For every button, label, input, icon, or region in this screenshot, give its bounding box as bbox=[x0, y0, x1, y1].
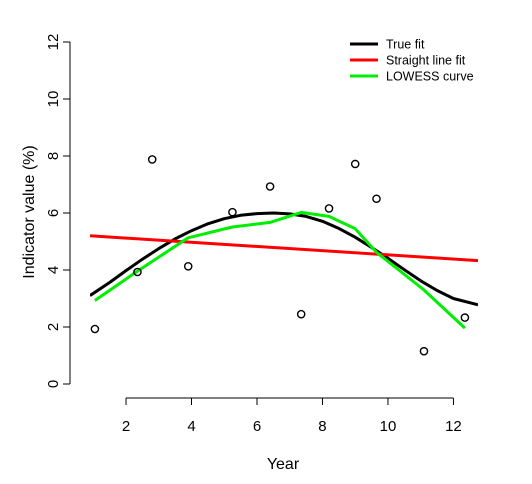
y-tick-label: 12 bbox=[45, 34, 62, 51]
series-line-straight-line-fit bbox=[90, 234, 478, 263]
y-axis-title: Indicator value (%) bbox=[21, 145, 38, 278]
y-tick-label: 10 bbox=[45, 91, 62, 108]
legend: True fit Straight line fit LOWESS curve bbox=[350, 38, 474, 84]
axes-layer: 0 2 4 6 8 10 12 2 4 6 8 10 12 bbox=[45, 34, 462, 435]
data-point bbox=[133, 267, 142, 277]
data-point bbox=[228, 207, 237, 217]
x-tick-label: 10 bbox=[380, 418, 397, 435]
legend-label: True fit bbox=[386, 38, 425, 52]
y-tick-label: 4 bbox=[45, 266, 62, 274]
data-point bbox=[265, 182, 275, 191]
data-point bbox=[183, 261, 193, 271]
series-layer bbox=[90, 210, 478, 330]
legend-label: Straight line fit bbox=[386, 54, 466, 68]
x-axis-title: Year bbox=[267, 456, 300, 473]
x-tick-label: 2 bbox=[122, 418, 130, 435]
x-tick-label: 4 bbox=[187, 418, 195, 435]
data-point bbox=[372, 194, 381, 204]
legend-label: LOWESS curve bbox=[386, 70, 474, 84]
data-point bbox=[350, 159, 360, 169]
series-line-lowess-curve bbox=[94, 210, 466, 330]
x-tick-label: 6 bbox=[253, 418, 261, 435]
y-tick-label: 8 bbox=[45, 152, 62, 160]
data-point bbox=[419, 346, 429, 356]
y-tick-label: 2 bbox=[45, 323, 62, 331]
points-layer bbox=[90, 155, 470, 356]
data-point bbox=[90, 324, 100, 334]
data-point bbox=[147, 155, 157, 164]
data-point bbox=[460, 313, 470, 322]
x-tick-label: 8 bbox=[318, 418, 326, 435]
y-tick-label: 0 bbox=[45, 380, 62, 388]
y-tick-label: 6 bbox=[45, 209, 62, 217]
data-point bbox=[324, 204, 334, 213]
data-point bbox=[296, 309, 306, 319]
x-tick-label: 12 bbox=[445, 418, 462, 435]
series-line-true-fit bbox=[90, 211, 478, 307]
